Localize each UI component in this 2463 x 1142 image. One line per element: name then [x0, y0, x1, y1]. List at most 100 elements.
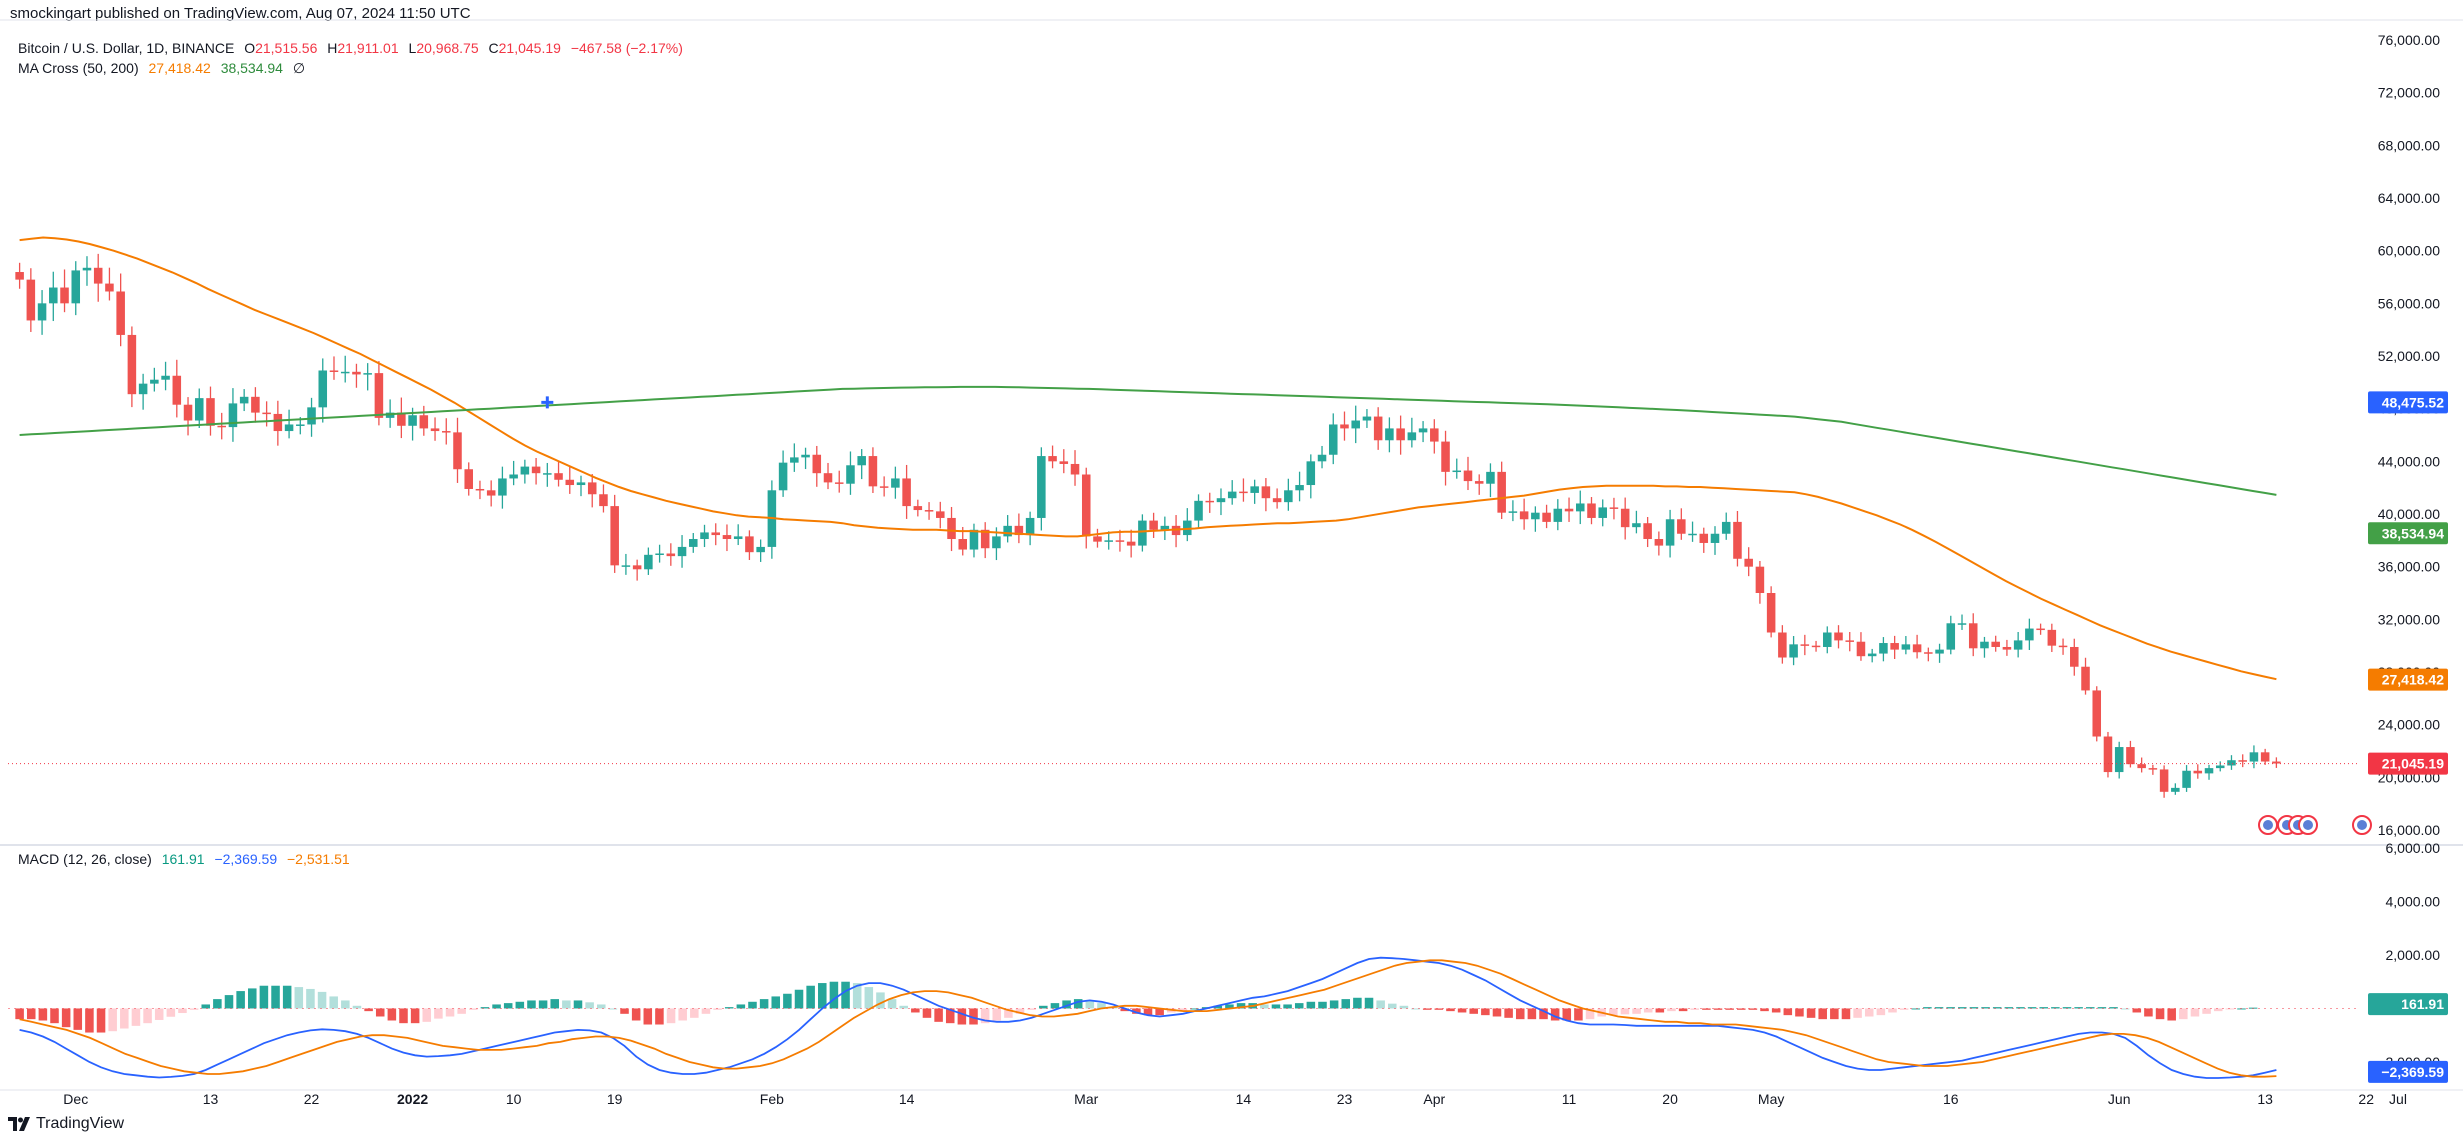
candle-body: [868, 456, 878, 487]
macd-histogram-bar: [713, 1008, 722, 1010]
macd-histogram-bar: [1236, 1003, 1246, 1009]
macd-histogram-bar: [73, 1008, 83, 1030]
macd-histogram-bar: [1062, 1000, 1071, 1009]
candle-body: [1452, 470, 1462, 473]
macd-histogram-bar: [515, 1001, 525, 1009]
macd-histogram-bar: [1527, 1008, 1537, 1020]
candle-body: [1025, 517, 1035, 536]
macd-ytick-label: 6,000.00: [2386, 840, 2441, 856]
macd-histogram-bar: [306, 988, 315, 1009]
candle-body: [520, 466, 530, 475]
macd-histogram-bar: [50, 1008, 59, 1024]
x-tick-label: Mar: [1074, 1091, 1098, 1107]
tradingview-logo-icon: [8, 1117, 30, 1131]
macd-histogram-bar: [1632, 1008, 1641, 1014]
macd-histogram-bar: [259, 985, 269, 1009]
ma-slow-line: [19, 385, 2277, 496]
price-legend[interactable]: Bitcoin / U.S. Dollar, 1D, BINANCE O21,5…: [18, 38, 683, 58]
x-tick-label: 22: [2358, 1091, 2374, 1107]
macd-histogram-bar: [666, 1008, 676, 1024]
macd-ytick-label: 4,000.00: [2386, 893, 2441, 909]
macd-histogram-bar: [294, 987, 304, 1009]
macd-histogram-bar: [1132, 1008, 1141, 1014]
candle-body: [26, 279, 36, 321]
candle-body: [834, 482, 844, 484]
macd-histogram-bar: [1283, 1004, 1292, 1009]
candle-body: [1980, 641, 1989, 649]
candle-body: [82, 267, 92, 271]
macd-histogram-bar: [2120, 1008, 2130, 1010]
candle-body: [913, 506, 923, 511]
candle-body: [936, 511, 945, 518]
macd-histogram-bar: [1260, 1004, 1269, 1009]
candle-body: [1632, 523, 1641, 528]
candle-body: [1823, 632, 1832, 647]
candle-body: [1104, 540, 1113, 542]
candle-body: [1834, 632, 1843, 641]
macd-histogram-bar: [1457, 1008, 1467, 1013]
candle-body: [1542, 512, 1551, 522]
candle-body: [138, 383, 148, 395]
macd-pane[interactable]: [8, 956, 2358, 1079]
candle-body: [161, 375, 170, 380]
event-flag-icon: [2303, 820, 2313, 830]
macd-histogram-bar: [2039, 1007, 2048, 1009]
price-pane[interactable]: [8, 236, 2372, 835]
candle-body: [1778, 632, 1787, 658]
macd-histogram-bar: [1073, 999, 1083, 1009]
candle-body: [2058, 645, 2068, 648]
candle-body: [352, 371, 361, 375]
macd-histogram-bar: [1353, 997, 1362, 1009]
ma-fast-value: 27,418.42: [148, 60, 211, 76]
macd-histogram-bar: [1678, 1008, 1688, 1012]
candle-body: [576, 482, 586, 486]
price-ytick-label: 56,000.00: [2378, 295, 2440, 311]
footer-brand[interactable]: TradingView: [8, 1112, 124, 1136]
candle-body: [1901, 644, 1911, 650]
macd-histogram-bar: [1178, 1008, 1188, 1012]
candle-body: [1497, 471, 1506, 513]
macd-histogram-bar: [1981, 1007, 1990, 1009]
macd-histogram-bar: [829, 981, 839, 1009]
candle-body: [1396, 428, 1405, 441]
macd-histogram-bar: [131, 1008, 141, 1026]
macd-histogram-bar: [1120, 1008, 1130, 1012]
macd-histogram-bar: [2155, 1008, 2165, 1020]
macd-histogram-bar: [992, 1008, 1002, 1021]
macd-legend[interactable]: MACD (12, 26, close) 161.91 −2,369.59 −2…: [18, 849, 350, 869]
x-tick-label: 20: [1662, 1091, 1678, 1107]
candle-body: [206, 398, 215, 426]
macd-histogram-bar: [620, 1008, 629, 1014]
high-label: H: [327, 40, 338, 56]
macd-histogram-bar: [1574, 1008, 1583, 1021]
macd-histogram-bar: [887, 999, 897, 1009]
candle-body: [251, 396, 260, 413]
macd-histogram-bar: [911, 1008, 920, 1013]
low-label: L: [408, 40, 417, 56]
candle-body: [2227, 760, 2236, 766]
price-ytick-label: 64,000.00: [2378, 190, 2440, 206]
candle-body: [1037, 456, 1046, 518]
x-tick-label: Jul: [2389, 1091, 2407, 1107]
candle-body: [1284, 490, 1293, 503]
price-ytick-label: 76,000.00: [2378, 32, 2440, 48]
macd-histogram-bar: [1050, 1003, 1060, 1009]
candle-body: [1441, 441, 1450, 472]
candle-body: [1486, 471, 1495, 484]
candle-body: [397, 412, 406, 426]
macd-histogram-bar: [271, 985, 280, 1009]
candle-body: [453, 432, 462, 470]
candle-body: [1227, 491, 1237, 499]
candle-body: [172, 375, 182, 405]
macd-histogram-bar: [1562, 1008, 1572, 1021]
candle-body: [2260, 752, 2270, 762]
candle-body: [554, 473, 563, 480]
candle-body: [733, 536, 743, 540]
macd-histogram-bar: [1294, 1003, 1304, 1009]
macd-histogram-bar: [841, 981, 850, 1009]
ma-legend[interactable]: MA Cross (50, 200) 27,418.42 38,534.94 ∅: [18, 58, 305, 78]
candle-body: [71, 270, 81, 304]
x-tick-label: 13: [2257, 1091, 2273, 1107]
macd-histogram-bar: [1888, 1008, 1897, 1013]
